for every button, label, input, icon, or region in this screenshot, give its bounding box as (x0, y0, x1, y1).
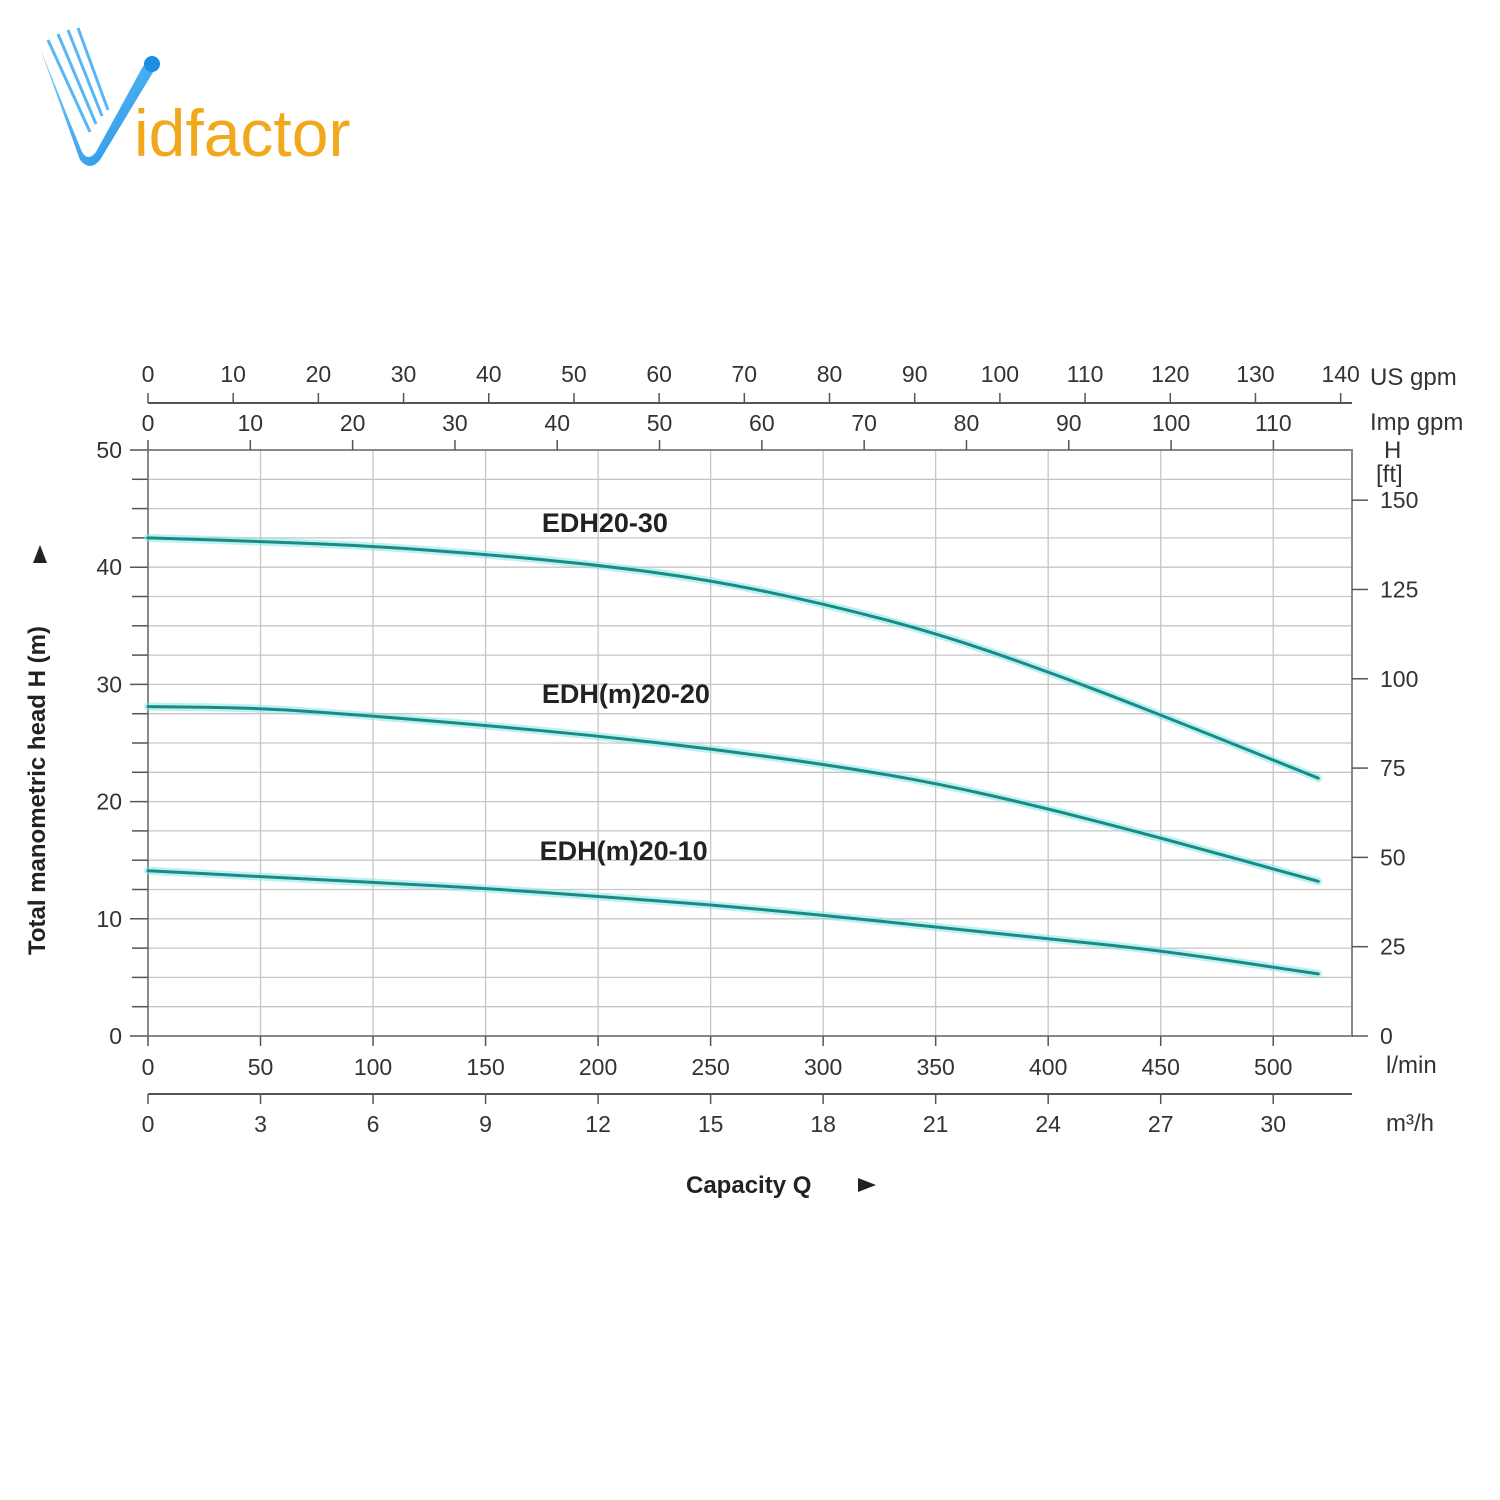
ft-tick-label: 50 (1380, 844, 1406, 870)
ft-tick-label: 75 (1380, 755, 1406, 781)
imp-gpm-tick-label: 70 (851, 410, 877, 436)
lmin-tick-label: 0 (142, 1054, 155, 1080)
imp-gpm-tick-label: 90 (1056, 410, 1082, 436)
imp-gpm-tick-label: 110 (1255, 410, 1292, 436)
series-lines (144, 533, 1323, 978)
ft-tick-label: 150 (1380, 487, 1418, 513)
m3h-tick-label: 27 (1148, 1111, 1174, 1137)
us-gpm-tick-label: 0 (142, 361, 155, 387)
lmin-tick-label: 450 (1142, 1054, 1180, 1080)
m3h-tick-label: 9 (479, 1111, 492, 1137)
x-axis-arrow-icon (858, 1178, 876, 1192)
y-axis-tick-label: 10 (96, 906, 122, 932)
y-axis-tick-label: 20 (96, 789, 122, 815)
m3h-tick-label: 18 (810, 1111, 836, 1137)
ft-unit-label-h: H (1384, 437, 1401, 464)
m3h-tick-label: 24 (1035, 1111, 1061, 1137)
series-glow (144, 866, 1323, 978)
m3h-unit-label: m³/h (1386, 1110, 1434, 1137)
y-axis-title: Total manometric head H (m) (24, 626, 51, 955)
us-gpm-tick-label: 30 (391, 361, 417, 387)
series-label: EDH(m)20-20 (542, 679, 710, 709)
m3h-tick-label: 30 (1260, 1111, 1286, 1137)
us-gpm-tick-label: 140 (1321, 361, 1359, 387)
m3h-tick-label: 21 (923, 1111, 949, 1137)
y-axis-tick-label: 50 (96, 437, 122, 463)
lmin-tick-label: 150 (466, 1054, 504, 1080)
m3h-tick-label: 15 (698, 1111, 724, 1137)
series-line (146, 536, 1320, 780)
m3h-tick-label: 0 (142, 1111, 155, 1137)
us-gpm-tick-label: 100 (981, 361, 1019, 387)
x-axis-title: Capacity Q (686, 1172, 811, 1199)
us-gpm-unit-label: US gpm (1370, 364, 1457, 391)
us-gpm-tick-label: 80 (817, 361, 843, 387)
imp-gpm-tick-label: 0 (142, 410, 155, 436)
lmin-tick-label: 350 (916, 1054, 954, 1080)
m3h-tick-label: 12 (585, 1111, 611, 1137)
imp-gpm-tick-label: 80 (954, 410, 980, 436)
us-gpm-tick-label: 90 (902, 361, 928, 387)
imp-gpm-unit-label: Imp gpm (1370, 409, 1463, 436)
logo-wordmark: idfactor (134, 96, 350, 170)
us-gpm-tick-label: 110 (1067, 361, 1104, 387)
us-gpm-tick-label: 60 (646, 361, 672, 387)
imp-gpm-tick-label: 100 (1152, 410, 1190, 436)
ft-unit-label-ft: [ft] (1376, 461, 1403, 488)
series-line (146, 705, 1320, 883)
series-label: EDH(m)20-10 (540, 836, 708, 866)
m3h-tick-label: 6 (367, 1111, 380, 1137)
us-gpm-tick-label: 20 (306, 361, 332, 387)
series-labels: EDH20-30 EDH(m)20-20 EDH(m)20-10 (540, 508, 710, 866)
lmin-tick-label: 100 (354, 1054, 392, 1080)
imp-gpm-tick-label: 50 (647, 410, 673, 436)
y-axis-arrow-icon (33, 545, 47, 563)
lmin-tick-label: 200 (579, 1054, 617, 1080)
lmin-tick-label: 300 (804, 1054, 842, 1080)
y-axis-tick-label: 40 (96, 554, 122, 580)
us-gpm-tick-label: 130 (1236, 361, 1274, 387)
series-glow (144, 702, 1323, 886)
us-gpm-tick-label: 120 (1151, 361, 1189, 387)
m3h-tick-label: 3 (254, 1111, 267, 1137)
lmin-unit-label: l/min (1386, 1052, 1437, 1079)
imp-gpm-tick-label: 40 (544, 410, 570, 436)
vidfactor-logo: idfactor (30, 20, 390, 170)
y-axis-tick-label: 0 (109, 1023, 122, 1049)
us-gpm-tick-label: 50 (561, 361, 587, 387)
us-gpm-tick-label: 70 (732, 361, 758, 387)
series-label: EDH20-30 (542, 508, 668, 538)
us-gpm-tick-label: 40 (476, 361, 502, 387)
series-glow (144, 533, 1323, 783)
lmin-tick-label: 250 (691, 1054, 729, 1080)
lmin-tick-label: 50 (248, 1054, 274, 1080)
lmin-tick-label: 500 (1254, 1054, 1292, 1080)
imp-gpm-tick-label: 30 (442, 410, 468, 436)
lmin-tick-label: 400 (1029, 1054, 1067, 1080)
ft-tick-label: 125 (1380, 576, 1418, 602)
chart-grid (147, 449, 1352, 1037)
ft-tick-label: 0 (1380, 1023, 1393, 1049)
series-line (146, 869, 1320, 976)
ft-tick-label: 100 (1380, 666, 1418, 692)
imp-gpm-tick-label: 10 (238, 410, 264, 436)
us-gpm-tick-label: 10 (220, 361, 246, 387)
ft-tick-label: 25 (1380, 934, 1406, 960)
logo-icon: idfactor (40, 27, 350, 170)
imp-gpm-tick-label: 60 (749, 410, 775, 436)
chart-axes (130, 393, 1368, 1104)
imp-gpm-tick-label: 20 (340, 410, 366, 436)
y-axis-tick-label: 30 (96, 671, 122, 697)
